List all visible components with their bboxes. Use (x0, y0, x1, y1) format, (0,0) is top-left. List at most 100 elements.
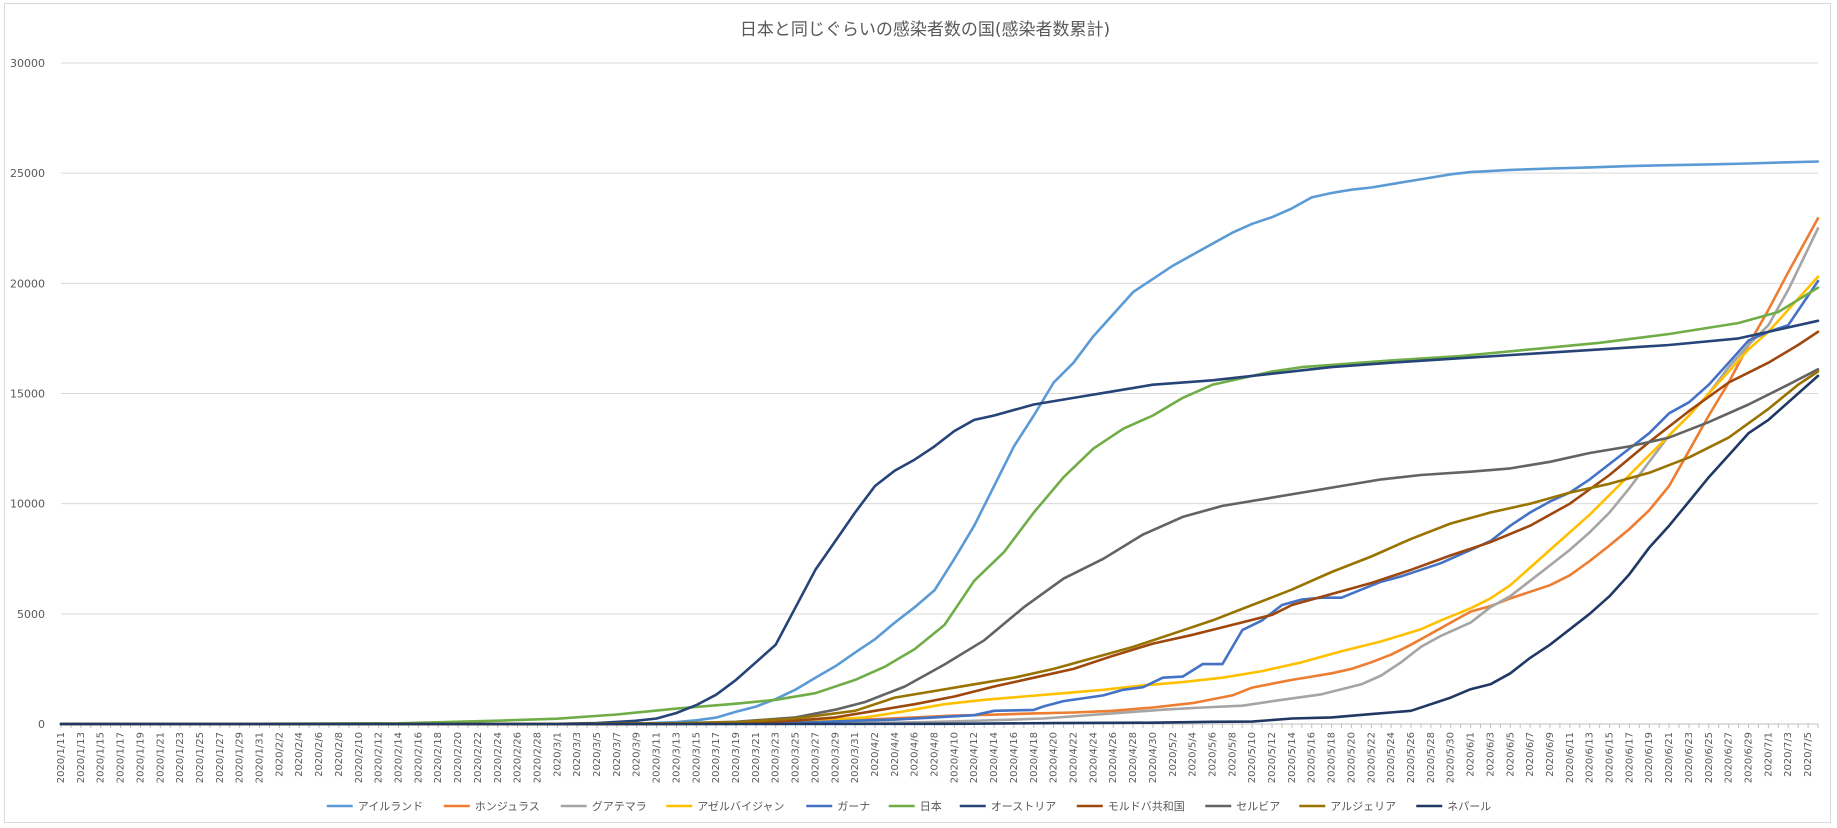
chart-title: 日本と同じぐらいの感染者数の国(感染者数累計) (740, 20, 1110, 40)
x-tick-label: 2020/4/22 (1069, 732, 1080, 783)
series-lines (59, 160, 1820, 726)
x-tick-label: 2020/5/28 (1426, 732, 1437, 783)
x-tick-label: 2020/5/12 (1267, 732, 1278, 783)
legend-label: ガーナ (837, 800, 870, 813)
x-axis-ticks: 2020/1/11 2020/1/13 2020/1/15 2020/1/17 2020… (56, 724, 1819, 783)
series-line (59, 275, 1820, 726)
x-tick-label: 2020/6/11 (1565, 732, 1576, 783)
x-tick-label: 2020/3/19 (731, 732, 742, 783)
legend-label: オーストリア (991, 800, 1056, 813)
x-tick-label: 2020/6/7 (1525, 732, 1536, 777)
x-tick-label: 2020/6/9 (1545, 732, 1556, 777)
x-tick-label: 2020/2/26 (513, 732, 524, 783)
x-tick-label: 2020/3/21 (751, 732, 762, 783)
x-tick-label: 2020/5/6 (1207, 732, 1218, 777)
x-tick-label: 2020/6/15 (1605, 732, 1616, 783)
chart-frame: 日本と同じぐらいの感染者数の国(感染者数累計) 0 5000 10000 15000 2… (4, 3, 1831, 823)
x-tick-label: 2020/3/31 (850, 732, 861, 783)
x-tick-label: 2020/1/31 (255, 732, 266, 783)
x-tick-label: 2020/5/22 (1366, 732, 1377, 783)
x-tick-label: 2020/4/12 (969, 732, 980, 783)
x-tick-label: 2020/2/6 (314, 732, 325, 777)
x-tick-label: 2020/6/13 (1585, 732, 1596, 783)
series-line (59, 330, 1820, 726)
x-tick-label: 2020/4/4 (890, 732, 901, 777)
x-tick-label: 2020/3/13 (671, 732, 682, 783)
x-tick-label: 2020/5/24 (1386, 732, 1397, 783)
series-line (59, 319, 1820, 726)
series-line (59, 217, 1820, 726)
series-line (59, 160, 1820, 726)
x-tick-label: 2020/3/25 (791, 732, 802, 783)
x-tick-label: 2020/1/11 (56, 732, 67, 783)
x-tick-label: 2020/1/13 (76, 732, 87, 783)
x-tick-label: 2020/2/8 (334, 732, 345, 777)
x-tick-label: 2020/2/22 (473, 732, 484, 783)
y-tick-label: 20000 (10, 277, 45, 290)
x-tick-label: 2020/6/19 (1644, 732, 1655, 783)
legend-label: グアテマラ (592, 799, 647, 813)
legend-label: 日本 (920, 799, 942, 813)
line-chart: 日本と同じぐらいの感染者数の国(感染者数累計) 0 5000 10000 15000 2… (10, 20, 1820, 813)
x-tick-label: 2020/2/18 (433, 732, 444, 783)
x-tick-label: 2020/3/7 (612, 732, 623, 777)
x-tick-label: 2020/2/4 (294, 732, 305, 777)
series-line (59, 374, 1820, 726)
x-tick-label: 2020/7/5 (1803, 732, 1814, 777)
x-tick-label: 2020/4/10 (949, 732, 960, 783)
x-tick-label: 2020/6/5 (1505, 732, 1516, 777)
x-tick-label: 2020/6/25 (1704, 732, 1715, 783)
x-tick-label: 2020/5/2 (1168, 732, 1179, 777)
x-tick-label: 2020/3/1 (552, 732, 563, 777)
x-tick-label: 2020/2/20 (453, 732, 464, 783)
x-tick-label: 2020/5/30 (1446, 732, 1457, 783)
x-tick-label: 2020/6/1 (1466, 732, 1477, 777)
x-tick-label: 2020/2/12 (374, 732, 385, 783)
x-tick-label: 2020/4/16 (1009, 732, 1020, 783)
x-tick-label: 2020/3/9 (632, 732, 643, 777)
y-tick-label: 0 (38, 718, 45, 731)
x-tick-label: 2020/6/27 (1724, 732, 1735, 783)
series-line (59, 368, 1820, 726)
legend-label: セルビア (1236, 800, 1280, 813)
x-tick-label: 2020/3/29 (830, 732, 841, 783)
x-tick-label: 2020/4/26 (1108, 732, 1119, 783)
y-tick-label: 15000 (10, 388, 45, 401)
x-tick-label: 2020/4/20 (1049, 732, 1060, 783)
legend-label: モルドバ共和国 (1108, 800, 1185, 813)
x-tick-label: 2020/7/3 (1783, 732, 1794, 777)
y-tick-label: 30000 (10, 57, 45, 70)
y-axis-ticks: 0 5000 10000 15000 20000 25000 30000 (10, 57, 45, 731)
x-tick-label: 2020/6/23 (1684, 732, 1695, 783)
legend-label: アイルランド (358, 800, 423, 813)
x-tick-label: 2020/4/14 (989, 732, 1000, 783)
x-tick-label: 2020/5/8 (1227, 732, 1238, 777)
x-tick-label: 2020/4/8 (930, 732, 941, 777)
x-tick-label: 2020/2/10 (354, 732, 365, 783)
x-tick-label: 2020/5/16 (1307, 732, 1318, 783)
x-tick-label: 2020/3/27 (810, 732, 821, 783)
legend-label: アゼルバイジャン (697, 800, 784, 813)
gridlines (61, 62, 1818, 725)
x-tick-label: 2020/3/17 (711, 732, 722, 783)
y-tick-label: 10000 (10, 498, 45, 511)
series-line (59, 370, 1820, 726)
y-tick-label: 25000 (10, 167, 45, 180)
x-tick-label: 2020/1/21 (155, 732, 166, 783)
x-tick-label: 2020/3/15 (691, 732, 702, 783)
x-tick-label: 2020/2/24 (493, 732, 504, 783)
x-tick-label: 2020/3/3 (572, 732, 583, 777)
x-tick-label: 2020/3/5 (592, 732, 603, 777)
x-tick-label: 2020/1/19 (135, 732, 146, 783)
x-tick-label: 2020/5/10 (1247, 732, 1258, 783)
x-tick-label: 2020/2/14 (394, 732, 405, 783)
series-line (59, 286, 1820, 726)
x-tick-label: 2020/1/27 (215, 732, 226, 783)
x-tick-label: 2020/5/14 (1287, 732, 1298, 783)
series-line (59, 227, 1820, 726)
legend-label: ホンジュラス (475, 800, 540, 813)
x-tick-label: 2020/6/29 (1744, 732, 1755, 783)
x-tick-label: 2020/7/1 (1763, 732, 1774, 777)
x-tick-label: 2020/5/20 (1346, 732, 1357, 783)
x-tick-label: 2020/6/17 (1624, 732, 1635, 783)
